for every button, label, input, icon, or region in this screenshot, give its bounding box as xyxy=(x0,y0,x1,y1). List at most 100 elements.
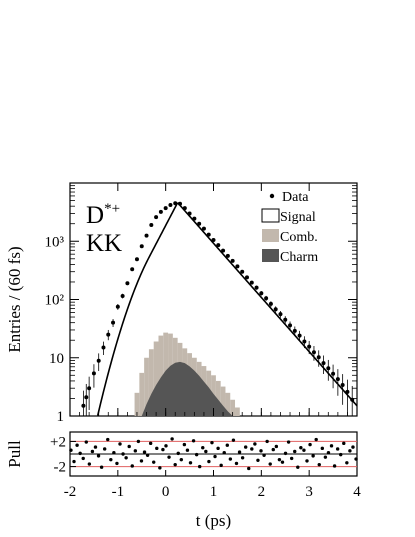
legend-marker-data xyxy=(269,193,275,199)
pull-point xyxy=(106,437,110,442)
pull-point xyxy=(286,440,291,444)
data-point xyxy=(288,323,293,328)
data-point xyxy=(192,216,197,221)
y-tick-label: 1 xyxy=(57,409,65,425)
data-point xyxy=(240,269,245,274)
pull-point xyxy=(339,452,343,457)
legend-label: Comb. xyxy=(280,230,318,245)
pull-point xyxy=(115,461,119,466)
legend: Data Signal Comb. Charm xyxy=(261,190,318,265)
data-points xyxy=(81,201,355,416)
pull-point xyxy=(81,456,85,461)
pull-point xyxy=(247,466,251,471)
pull-point xyxy=(262,453,266,457)
comb-bin xyxy=(144,357,149,416)
pull-point xyxy=(155,446,159,451)
data-point xyxy=(144,233,149,238)
pull-point xyxy=(240,456,245,460)
pull-point xyxy=(271,447,275,452)
pull-point xyxy=(90,449,95,454)
legend-swatch-signal xyxy=(261,208,280,223)
legend-label: Signal xyxy=(280,210,316,225)
pull-point xyxy=(121,452,125,456)
data-point xyxy=(302,339,307,344)
x-axis-label: t (ps) xyxy=(196,511,231,530)
pull-point xyxy=(326,451,331,455)
pull-point xyxy=(191,439,196,443)
fit-curve xyxy=(96,202,358,416)
data-point xyxy=(292,328,297,333)
data-point xyxy=(316,355,321,360)
pull-point xyxy=(188,461,193,465)
y-tick-label: 10³ xyxy=(45,234,65,250)
pull-reference-lines xyxy=(70,440,357,468)
pull-point xyxy=(280,460,285,464)
pull-y-tick-label: +2 xyxy=(50,434,66,450)
data-point xyxy=(163,206,168,211)
pull-point xyxy=(161,447,165,452)
pull-point xyxy=(243,445,248,449)
comb-bin xyxy=(139,372,145,416)
data-point xyxy=(106,332,111,337)
comb-bin xyxy=(215,380,221,416)
pull-point xyxy=(164,444,168,448)
comb-bin xyxy=(220,386,226,416)
pull-point xyxy=(345,461,349,465)
pull-point xyxy=(96,454,101,458)
pull-point xyxy=(311,454,315,458)
main-axes: 1 10 10² 10³ xyxy=(45,183,358,425)
pull-point xyxy=(204,449,208,454)
data-point xyxy=(268,301,273,306)
pull-point xyxy=(118,442,122,446)
decay-tag: D*+ KK xyxy=(86,201,122,257)
pull-point xyxy=(299,446,303,450)
pull-point xyxy=(75,443,79,447)
data-point xyxy=(87,386,92,391)
data-point xyxy=(221,248,226,253)
data-point xyxy=(311,350,316,355)
pull-point xyxy=(320,446,325,451)
comb-bin xyxy=(148,349,154,416)
pull-point xyxy=(198,464,202,469)
pull-point xyxy=(185,448,190,452)
pull-point xyxy=(332,464,337,468)
pull-point xyxy=(167,455,171,459)
pull-point xyxy=(170,437,174,441)
y-axis-label: Entries / (60 fs) xyxy=(5,246,24,352)
pull-point xyxy=(342,441,346,446)
pull-point xyxy=(222,451,226,455)
data-point xyxy=(173,201,178,206)
x-tick-label: 4 xyxy=(353,484,361,500)
y-tick-label: 10² xyxy=(45,293,65,309)
pull-point xyxy=(109,457,113,462)
data-point xyxy=(206,232,211,237)
pull-point xyxy=(259,449,263,453)
pull-point xyxy=(234,461,239,466)
data-point xyxy=(130,267,135,272)
decay-tag-line2: KK xyxy=(86,230,122,257)
comb-bin xyxy=(158,335,164,416)
pull-point xyxy=(256,458,260,462)
pull-points xyxy=(69,437,358,471)
data-point xyxy=(91,371,96,376)
data-point xyxy=(326,366,331,371)
data-point xyxy=(149,223,154,228)
pull-y-tick-label: -2 xyxy=(54,460,67,476)
data-point xyxy=(235,264,240,269)
pull-point xyxy=(225,443,229,447)
data-point xyxy=(134,257,139,262)
data-point xyxy=(321,361,326,366)
x-tick-label: -1 xyxy=(112,484,125,500)
data-point xyxy=(81,403,86,408)
main-plot: 1 10 10² 10³ Entries / (60 fs) D*+ KK Data S… xyxy=(5,182,358,425)
pull-point xyxy=(72,459,76,464)
pull-point xyxy=(323,455,328,459)
data-point xyxy=(331,371,336,376)
data-point xyxy=(216,243,221,248)
pull-point xyxy=(194,452,199,457)
pull-point xyxy=(133,449,138,453)
pull-point xyxy=(210,440,214,445)
data-point xyxy=(178,201,183,206)
legend-swatch-charm xyxy=(262,249,279,262)
data-point xyxy=(154,215,159,220)
